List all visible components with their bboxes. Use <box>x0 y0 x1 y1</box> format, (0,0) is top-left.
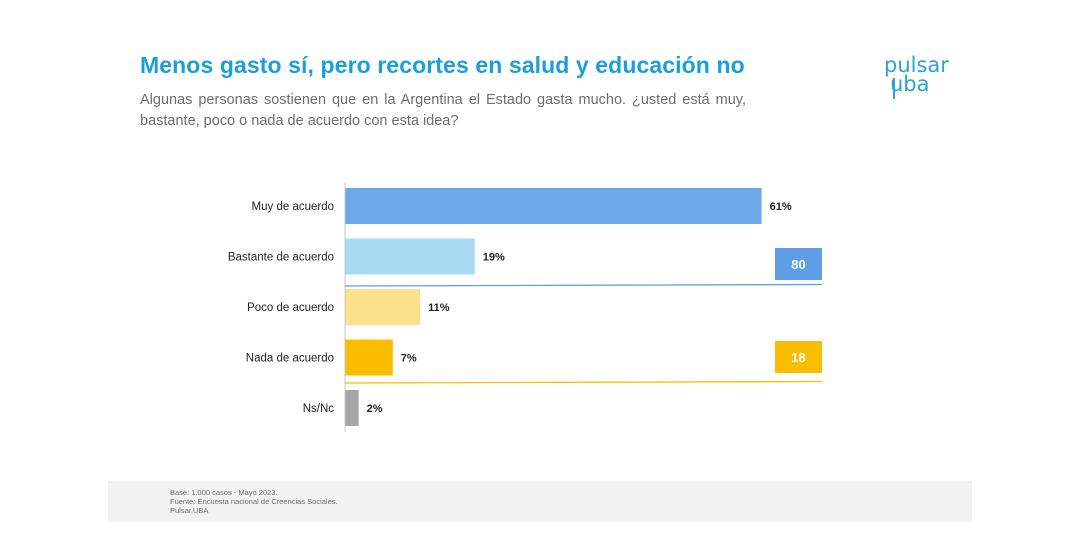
category-label: Poco de acuerdo <box>247 302 334 314</box>
value-label: 2% <box>367 403 383 415</box>
category-label: Nada de acuerdo <box>246 353 334 365</box>
group-separator-line <box>344 283 823 287</box>
chart-subtitle: Algunas personas sostienen que en la Arg… <box>140 92 746 129</box>
pulsar-uba-logo: pulsar uba <box>884 53 949 99</box>
footer-source: Fuente: Encuesta nacional de Creencias S… <box>170 497 338 506</box>
footer-notes: Base: 1.000 casos - Mayo 2023. Fuente: E… <box>108 481 972 522</box>
chart-title: Menos gasto sí, pero recortes en salud y… <box>140 52 745 78</box>
bar-muy-de-acuerdo <box>345 188 762 224</box>
value-label: 11% <box>428 302 450 314</box>
value-label: 19% <box>483 252 505 264</box>
bar-bastante-de-acuerdo <box>345 238 475 275</box>
category-label: Muy de acuerdo <box>252 201 334 213</box>
logo-bar-icon <box>893 78 895 99</box>
group-separator-line <box>344 380 823 384</box>
group-total-label: 18 <box>791 350 805 365</box>
group-total-box <box>775 248 822 280</box>
value-label: 61% <box>770 201 792 213</box>
group-total-label: 80 <box>791 257 805 272</box>
category-label: Bastante de acuerdo <box>228 252 334 264</box>
category-label: Ns/Nc <box>303 403 335 415</box>
group-total-box <box>775 341 822 373</box>
bar-chart: Muy de acuerdo 61% Bastante de acuerdo 19% P… <box>228 182 823 432</box>
bar-ns-nc <box>345 390 359 426</box>
footer-base: Base: 1.000 casos - Mayo 2023. <box>170 488 278 497</box>
logo-line-1: pulsar <box>884 53 949 77</box>
value-label: 7% <box>401 353 417 365</box>
bar-nada-de-acuerdo <box>345 339 393 376</box>
footer-credit: Pulsar.UBA <box>170 506 209 515</box>
logo-line-2: uba <box>890 72 930 96</box>
bar-poco-de-acuerdo <box>345 289 421 325</box>
